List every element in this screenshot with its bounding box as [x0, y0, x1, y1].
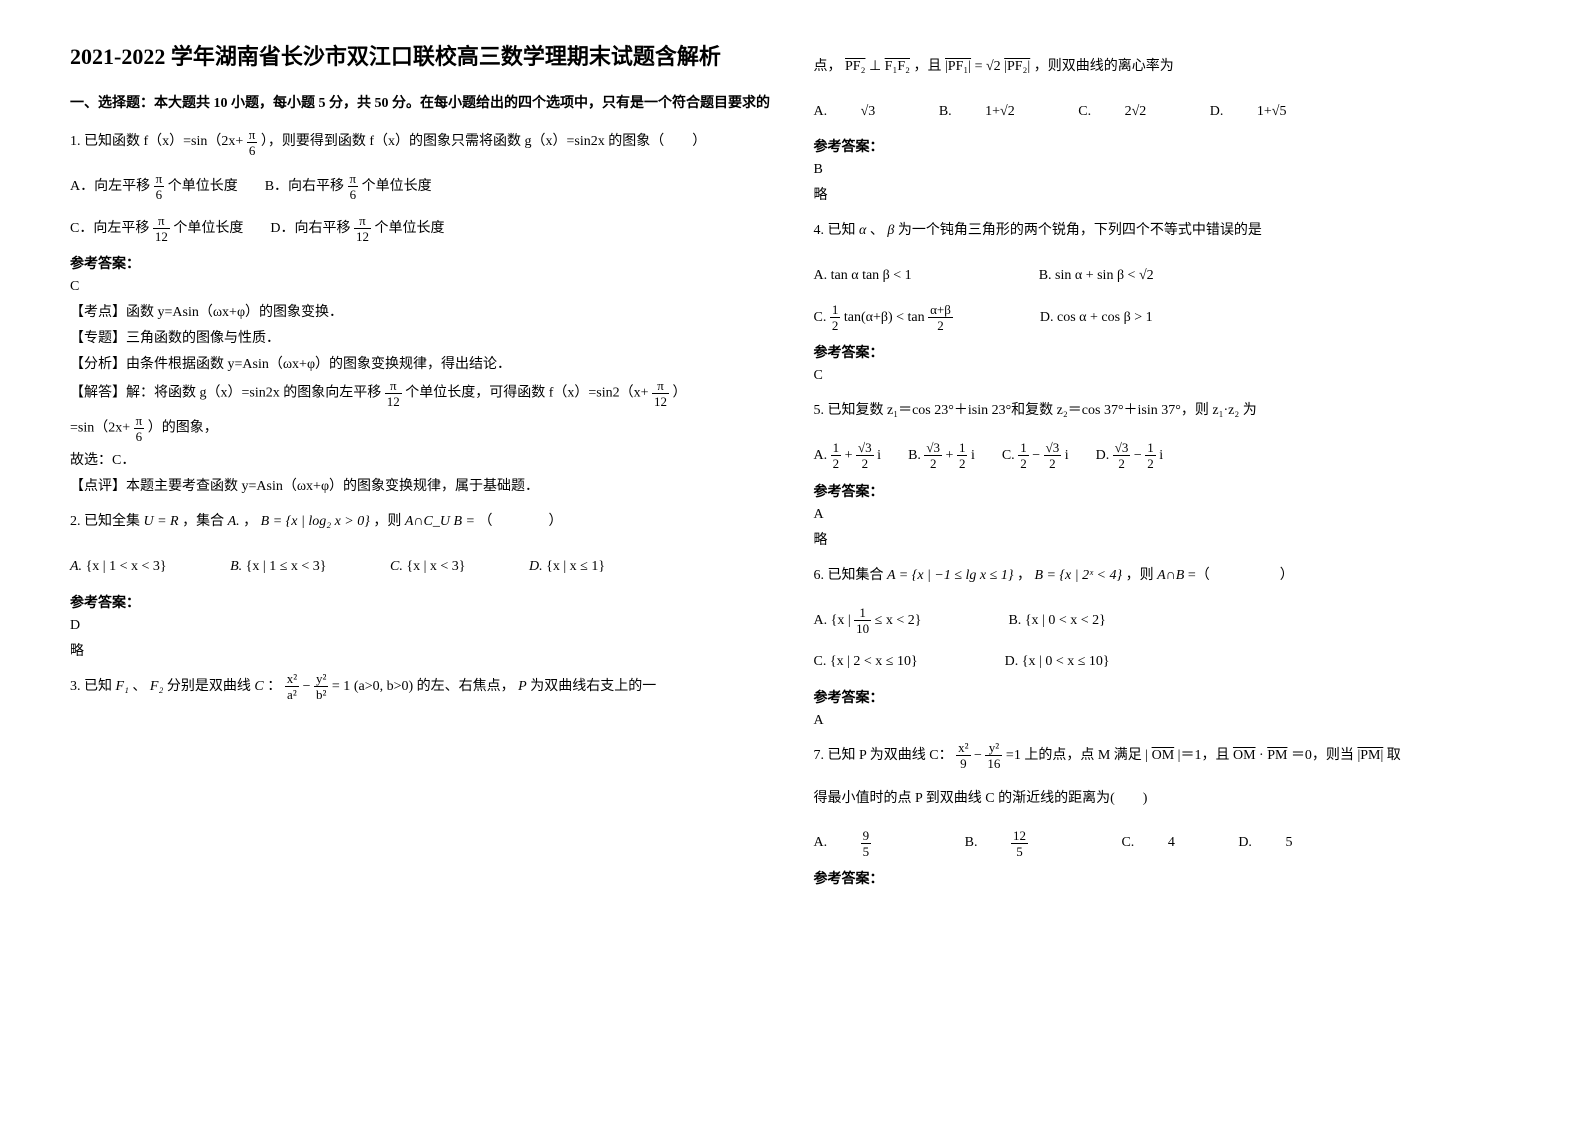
q1-optC-b: 个单位长度	[173, 221, 243, 236]
q5-lue: 略	[814, 529, 1518, 549]
frac-pi-12: π12	[652, 379, 669, 408]
question-7: 7. 已知 P 为双曲线 C： x²9 − y²16 =1 上的点，点 M 满足…	[814, 741, 1518, 772]
q4-options-row1: A. tan α tan β < 1 B. sin α + sin β < √2	[814, 259, 1518, 293]
question-4: 4. 已知 α 、 β 为一个钝角三角形的两个锐角，下列四个不等式中错误的是	[814, 216, 1518, 247]
q1-guxuan: 故选：C．	[70, 449, 774, 469]
q4-answer: C	[814, 368, 1518, 384]
question-3: 3. 已知 F₁ 、 F₂ 分别是双曲线 C ： x²a² − y²b² = 1…	[70, 672, 774, 703]
question-5: 5. 已知复数 z₁＝cos 23°＋isin 23°和复数 z₂＝cos 37…	[814, 396, 1518, 427]
q1-options: A．向左平移 π6 个单位长度 B．向右平移 π6 个单位长度	[70, 170, 774, 204]
q1-answer: C	[70, 279, 774, 295]
q3-options: A. √3 B. 1+√2 C. 2√2 D. 1+√5	[814, 95, 1518, 129]
frac-x2-a2: x²a²	[285, 672, 299, 701]
q1-zhuanti: 【专题】三角函数的图像与性质．	[70, 327, 774, 347]
frac-pi-6: π6	[247, 128, 258, 157]
frac-pi-12: π12	[385, 379, 402, 408]
frac-pi-6: π6	[154, 172, 165, 201]
frac-pi-6: π6	[134, 414, 145, 443]
question-3-cont: 点， PF₂ ⊥ F₁F₂ ，且 |PF₁| = √2 |PF₂| ，则双曲线的…	[814, 52, 1518, 83]
q4-options-row2: C. 12 tan(α+β) < tan α+β2 D. cos α + cos…	[814, 301, 1518, 335]
q1-dianping: 【点评】本题主要考查函数 y=Asin（ωx+φ）的图象变换规律，属于基础题．	[70, 475, 774, 495]
q3-lue: 略	[814, 184, 1518, 204]
vec-f1f2: F₁F₂	[885, 52, 910, 83]
page-title: 2021-2022 学年湖南省长沙市双江口联校高三数学理期末试题含解析	[70, 40, 774, 73]
question-6: 6. 已知集合 A = {x | −1 ≤ lg x ≤ 1} ， B = {x…	[814, 561, 1518, 592]
frac-pi-12: π12	[153, 214, 170, 243]
q2-lue: 略	[70, 640, 774, 660]
q2-options: A. {x | 1 < x < 3} B. {x | 1 ≤ x < 3} C.…	[70, 550, 774, 584]
left-column: 2021-2022 学年湖南省长沙市双江口联校高三数学理期末试题含解析 一、选择…	[50, 40, 794, 1082]
q1-optA-b: 个单位长度	[168, 179, 238, 194]
answer-label: 参考答案：	[70, 253, 774, 273]
q5-answer: A	[814, 507, 1518, 523]
answer-label: 参考答案：	[70, 592, 774, 612]
q1-optB-b: 个单位长度	[362, 179, 432, 194]
frac-ab-2: α+β2	[928, 303, 953, 332]
q1-stem-b: ），则要得到函数 f（x）的图象只需将函数 g（x）=sin2x 的图象（ ）	[261, 134, 706, 149]
q6-options-row2: C. {x | 2 < x ≤ 10} D. {x | 0 < x ≤ 10}	[814, 645, 1518, 679]
answer-label: 参考答案：	[814, 481, 1518, 501]
q1-optC-a: C．向左平移	[70, 221, 149, 236]
vec-pf2: PF₂	[845, 52, 865, 83]
q6-options-row1: A. {x | 110 ≤ x < 2} B. {x | 0 < x < 2}	[814, 604, 1518, 638]
q5-options: A. 12 + √32 i B. √32 + 12 i C. 12 − √32 …	[814, 439, 1518, 473]
q6-answer: A	[814, 713, 1518, 729]
answer-label: 参考答案：	[814, 868, 1518, 888]
q1-options-row2: C．向左平移 π12 个单位长度 D．向右平移 π12 个单位长度	[70, 212, 774, 246]
q1-optA-a: A．向左平移	[70, 179, 150, 194]
q1-optB-a: B．向右平移	[265, 179, 344, 194]
q1-kaodian: 【考点】函数 y=Asin（ωx+φ）的图象变换．	[70, 301, 774, 321]
answer-label: 参考答案：	[814, 687, 1518, 707]
q1-jieda2: =sin（2x+ π6 ）的图象，	[70, 414, 774, 443]
q1-fenxi: 【分析】由条件根据函数 y=Asin（ωx+φ）的图象变换规律，得出结论．	[70, 353, 774, 373]
q1-optD-b: 个单位长度	[374, 221, 444, 236]
right-column: 点， PF₂ ⊥ F₁F₂ ，且 |PF₁| = √2 |PF₂| ，则双曲线的…	[794, 40, 1538, 1082]
section-header: 一、选择题：本大题共 10 小题，每小题 5 分，共 50 分。在每小题给出的四…	[70, 93, 774, 115]
q1-stem-a: 1. 已知函数 f（x）=sin（2x+	[70, 134, 243, 149]
q7-options: A. 95 B. 125 C. 4 D. 5	[814, 826, 1518, 860]
q3-answer: B	[814, 162, 1518, 178]
vec-om: OM	[1152, 741, 1175, 772]
question-7-line2: 得最小值时的点 P 到双曲线 C 的渐近线的距离为( )	[814, 784, 1518, 815]
frac-y2-b2: y²b²	[314, 672, 328, 701]
answer-label: 参考答案：	[814, 342, 1518, 362]
frac-1-2: 12	[830, 303, 841, 332]
question-1: 1. 已知函数 f（x）=sin（2x+ π6 ），则要得到函数 f（x）的图象…	[70, 127, 774, 158]
frac-pi-12: π12	[354, 214, 371, 243]
q1-optD-a: D．向右平移	[270, 221, 350, 236]
q2-answer: D	[70, 618, 774, 634]
frac-pi-6: π6	[348, 172, 359, 201]
q1-jieda: 【解答】解：将函数 g（x）=sin2x 的图象向左平移 π12 个单位长度，可…	[70, 379, 774, 408]
vec-pm: PM	[1267, 741, 1287, 772]
answer-label: 参考答案：	[814, 136, 1518, 156]
question-2: 2. 已知全集 U = R ，集合 A. ， B = {x | log₂ x >…	[70, 507, 774, 538]
